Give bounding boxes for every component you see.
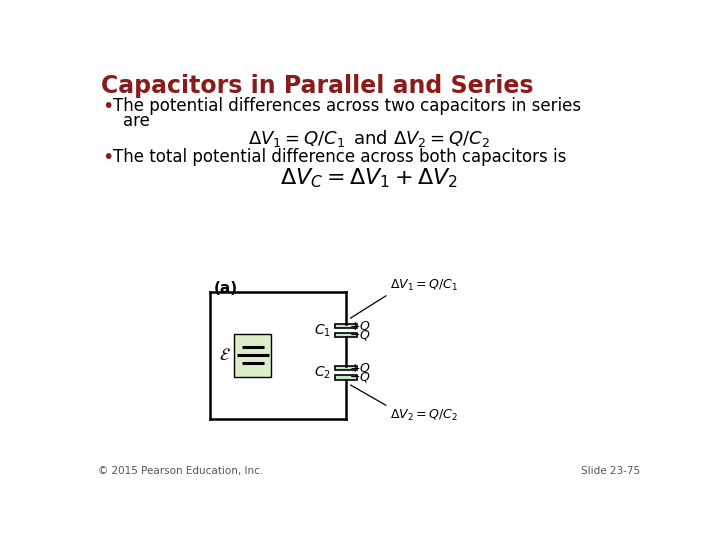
Text: © 2015 Pearson Education, Inc.: © 2015 Pearson Education, Inc. bbox=[98, 466, 263, 476]
Text: $-Q$: $-Q$ bbox=[349, 370, 371, 384]
Text: •: • bbox=[102, 97, 114, 116]
Text: $C_1$: $C_1$ bbox=[314, 322, 331, 339]
Bar bbox=[335, 366, 356, 370]
Text: $\mathcal{E}$: $\mathcal{E}$ bbox=[219, 346, 231, 364]
Text: $+Q$: $+Q$ bbox=[349, 319, 371, 333]
Text: $\Delta V_C = \Delta V_1 + \Delta V_2$: $\Delta V_C = \Delta V_1 + \Delta V_2$ bbox=[280, 166, 458, 190]
Bar bbox=[234, 334, 271, 377]
Bar bbox=[335, 323, 356, 328]
Text: (a): (a) bbox=[214, 281, 238, 296]
Text: The potential differences across two capacitors in series: The potential differences across two cap… bbox=[113, 97, 581, 115]
Text: $+Q$: $+Q$ bbox=[349, 361, 371, 375]
Text: Slide 23-75: Slide 23-75 bbox=[581, 466, 640, 476]
Text: $-Q$: $-Q$ bbox=[349, 328, 371, 342]
Bar bbox=[335, 375, 356, 380]
Text: The total potential difference across both capacitors is: The total potential difference across bo… bbox=[113, 148, 567, 166]
Text: $\Delta V_1 = Q/C_1\,\mathrm{\ and\ }\Delta V_2 = Q/C_2$: $\Delta V_1 = Q/C_1\,\mathrm{\ and\ }\De… bbox=[248, 128, 490, 149]
Text: $\Delta V_2 = Q/C_2$: $\Delta V_2 = Q/C_2$ bbox=[390, 408, 458, 423]
Text: $\Delta V_1 = Q/C_1$: $\Delta V_1 = Q/C_1$ bbox=[390, 279, 458, 294]
Bar bbox=[335, 333, 356, 338]
Text: •: • bbox=[102, 148, 114, 167]
Text: Capacitors in Parallel and Series: Capacitors in Parallel and Series bbox=[101, 74, 534, 98]
Text: $C_2$: $C_2$ bbox=[314, 364, 331, 381]
Text: are: are bbox=[122, 112, 150, 130]
